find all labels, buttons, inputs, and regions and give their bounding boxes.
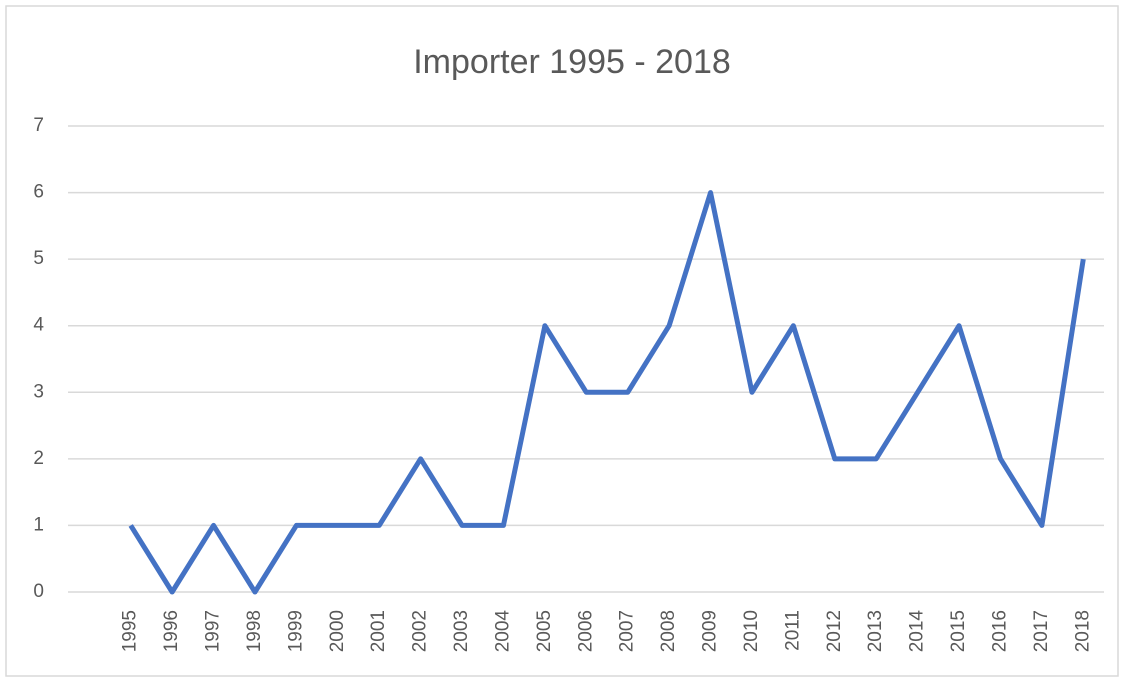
y-tick-label: 4 (33, 315, 44, 336)
y-tick-label: 0 (33, 581, 44, 602)
x-tick-label: 2000 (327, 610, 348, 652)
y-tick-label: 6 (33, 182, 44, 203)
x-tick-label: 2005 (534, 610, 555, 652)
x-tick-label: 2002 (410, 610, 431, 652)
x-tick-label: 2013 (865, 610, 886, 652)
x-tick-label: 2014 (907, 610, 928, 653)
x-tick-label: 1998 (244, 610, 265, 652)
y-tick-label: 5 (33, 248, 44, 269)
x-tick-label: 2010 (741, 610, 762, 652)
x-tick-label: 1996 (161, 610, 182, 652)
x-tick-label: 1995 (120, 610, 141, 652)
x-tick-label: 2007 (617, 610, 638, 652)
x-tick-label: 2015 (948, 610, 969, 652)
x-tick-label: 2006 (575, 610, 596, 652)
data-line (128, 190, 1086, 595)
x-tick-label: 1997 (203, 610, 224, 652)
x-tick-label: 2011 (782, 610, 803, 651)
x-tick-label: 1999 (285, 610, 306, 652)
x-tick-label: 2012 (824, 610, 845, 652)
x-tick-label: 2003 (451, 610, 472, 652)
y-tick-label: 1 (33, 514, 44, 535)
x-tick-label: 2004 (492, 610, 513, 653)
x-tick-label: 2008 (658, 610, 679, 652)
x-tick-label: 2018 (1072, 610, 1093, 652)
chart-title: Importer 1995 - 2018 (413, 43, 731, 81)
y-tick-label: 3 (33, 381, 44, 402)
x-tick-label: 2017 (1031, 610, 1052, 652)
x-tick-label: 2009 (700, 610, 721, 652)
x-tick-label: 2016 (989, 610, 1010, 652)
y-tick-label: 7 (33, 115, 44, 136)
y-tick-label: 2 (33, 448, 44, 469)
x-tick-label: 2001 (368, 610, 389, 652)
